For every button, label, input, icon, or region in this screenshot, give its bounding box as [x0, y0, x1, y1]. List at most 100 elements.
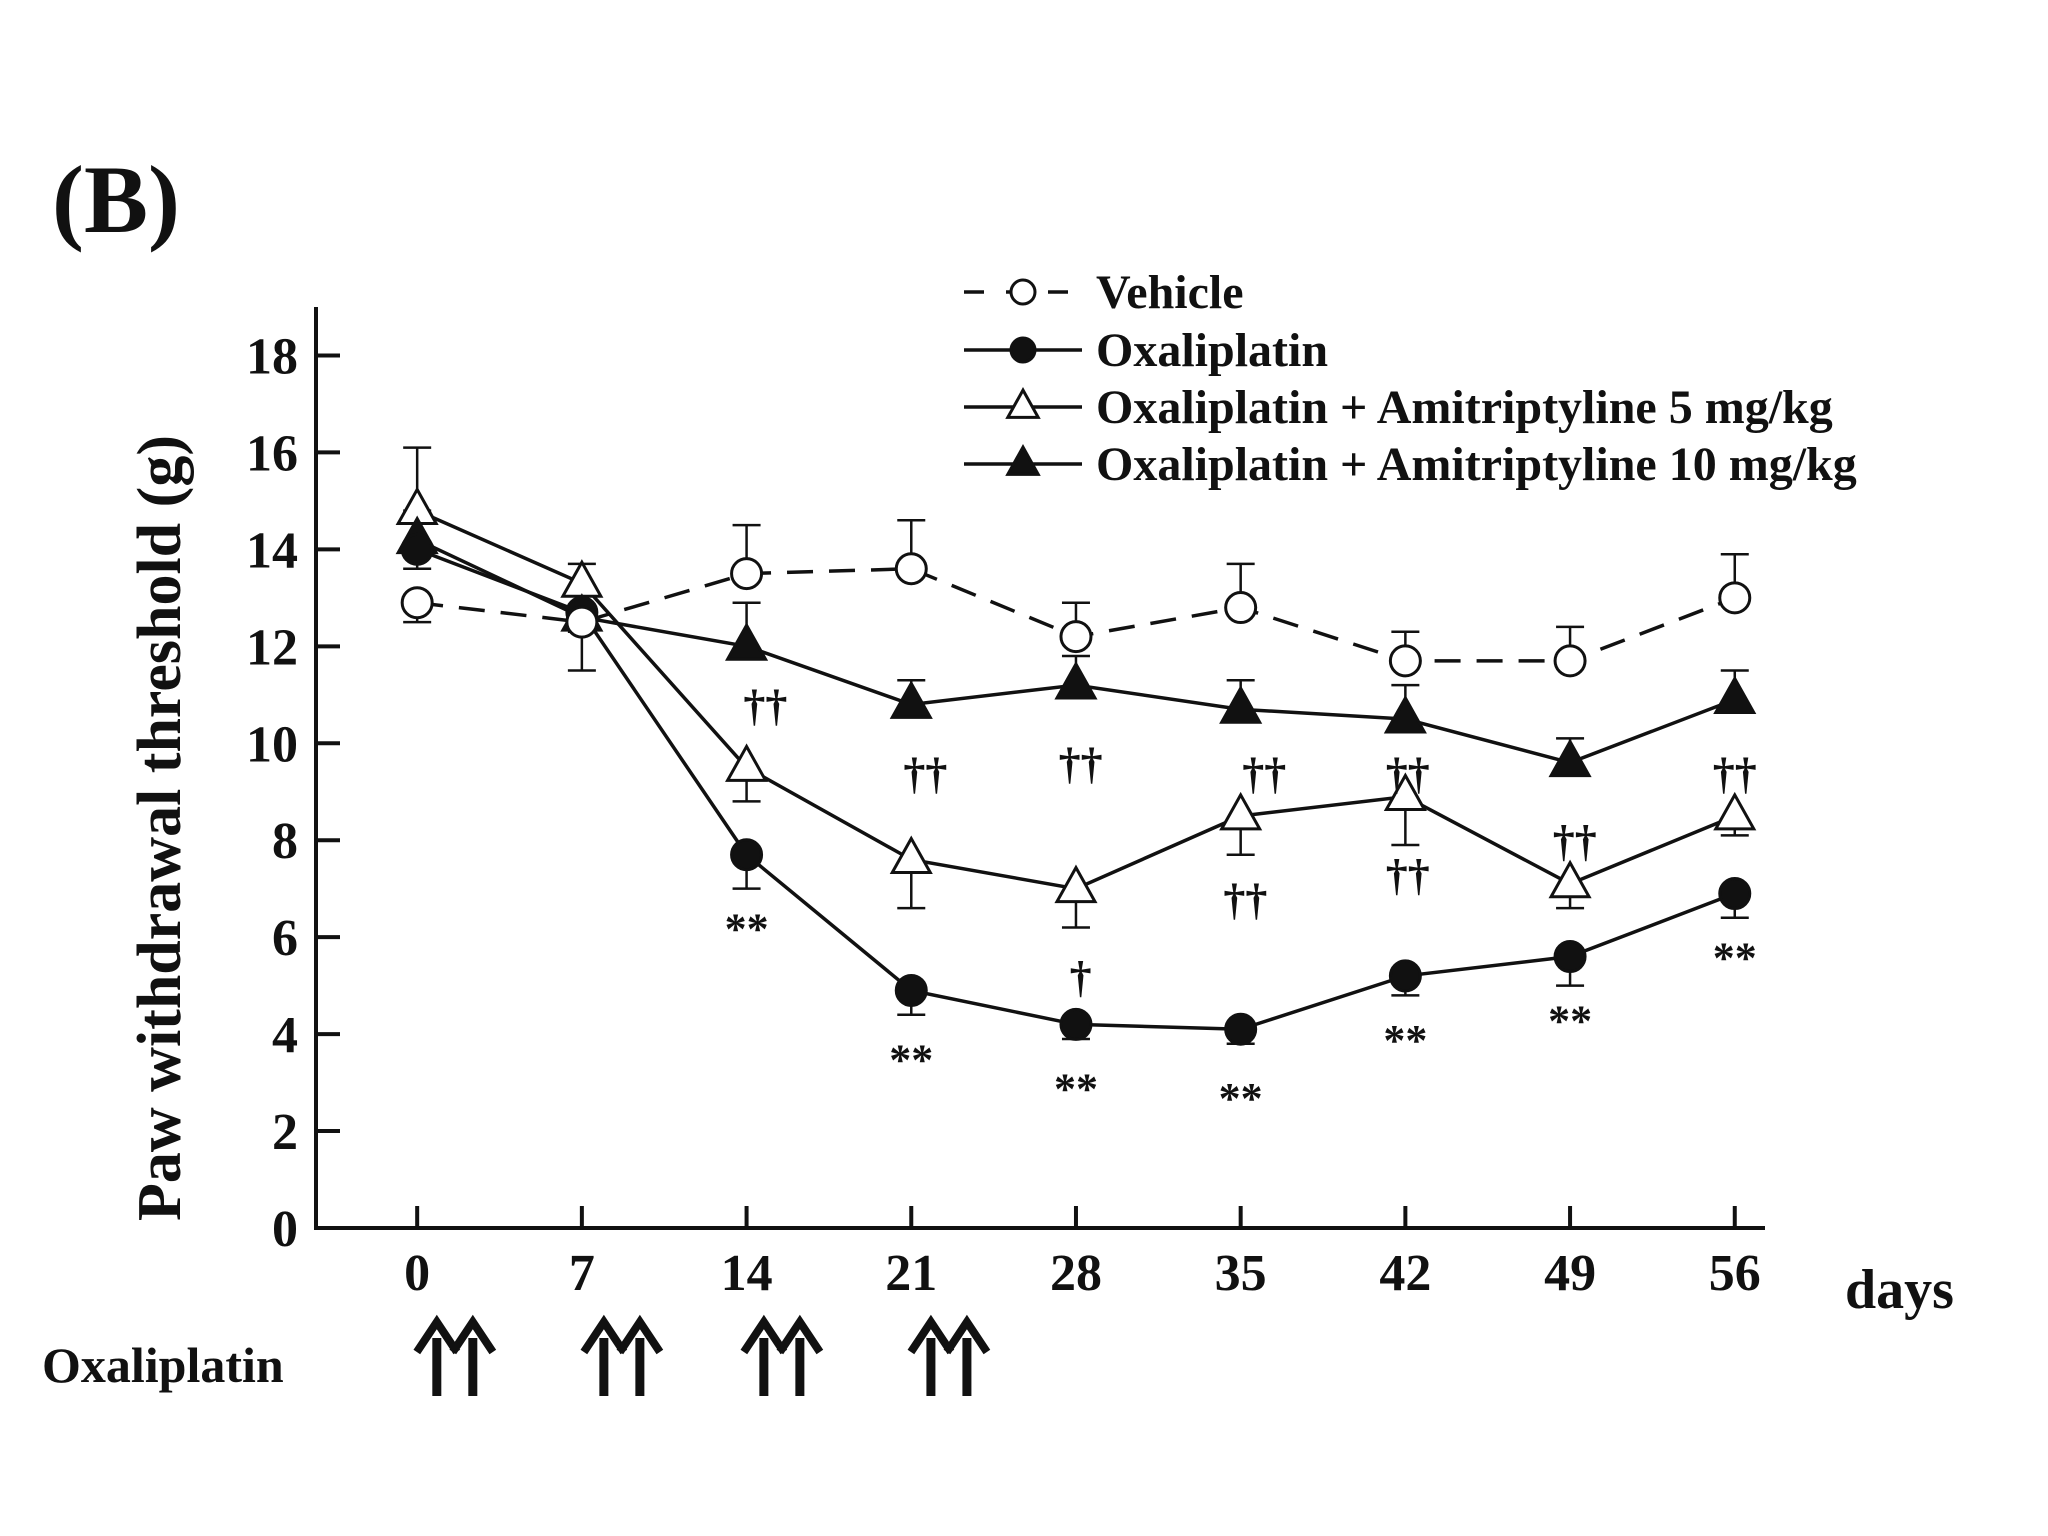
arrow-head: [776, 1314, 824, 1355]
significance-dagger: ††: [1242, 749, 1286, 798]
significance-dagger: ††: [1386, 851, 1430, 900]
x-tick-label: 7: [569, 1245, 595, 1302]
data-point: [1713, 791, 1757, 831]
data-point: [400, 532, 434, 566]
axes: 0 2 4 6 8 10 12 14 16 18 0 7 14 21 28 35 42 49 56: [246, 307, 1765, 1302]
significance-dagger: ††: [1386, 749, 1430, 798]
treatment-arrows: [413, 1314, 991, 1396]
data-point: [889, 680, 933, 719]
legend-entry: Oxaliplatin: [964, 324, 1328, 377]
legend-label: Oxaliplatin + Amitriptyline 10 mg/kg: [1096, 438, 1857, 491]
data-point: [1548, 859, 1592, 899]
significance-star: **: [1383, 1016, 1427, 1065]
x-tick-label: 28: [1050, 1245, 1102, 1302]
annotation-layer: ****** **** ****†††† †† †† †††††††† †††: [725, 681, 1757, 1123]
data-point: [894, 552, 928, 586]
data-point: [1219, 685, 1263, 724]
x-tick-label: 35: [1215, 1245, 1267, 1302]
series-markers-1: [400, 532, 1752, 1046]
y-tick-label: 8: [272, 813, 298, 870]
significance-dagger: ††: [1223, 875, 1267, 924]
data-point: [1059, 1007, 1093, 1041]
data-point: [1224, 1012, 1258, 1046]
y-tick-label: 6: [272, 910, 298, 967]
treatment-arrow: [616, 1314, 664, 1396]
significance-star: **: [1054, 1064, 1098, 1113]
data-point: [1383, 772, 1427, 812]
significance-dagger: ††: [903, 749, 947, 798]
data-point: [1718, 877, 1752, 911]
data-point: [1553, 940, 1587, 974]
data-point: [725, 622, 769, 661]
y-tick-label: 10: [246, 716, 298, 773]
treatment-arrow: [449, 1314, 497, 1396]
data-point: [1388, 959, 1422, 993]
legend-marker: [1009, 336, 1037, 364]
significance-star: **: [725, 904, 769, 953]
significance-dagger: ††: [743, 681, 787, 730]
data-point: [730, 838, 764, 872]
x-tick-label: 49: [1544, 1245, 1596, 1302]
legend-marker: [1009, 278, 1037, 306]
treatment-label: Oxaliplatin: [42, 1337, 284, 1393]
treatment-arrow: [943, 1314, 991, 1396]
series-line: [416, 508, 1736, 891]
arrow-head: [616, 1314, 664, 1355]
data-point: [889, 835, 933, 875]
legend-marker: [1005, 387, 1041, 419]
x-axis-label: days: [1845, 1259, 1954, 1321]
data-point: [1383, 694, 1427, 734]
y-tick-label: 4: [272, 1007, 298, 1064]
significance-dagger: ††: [1059, 740, 1103, 789]
data-point: [894, 973, 928, 1007]
x-tick-label: 0: [404, 1245, 430, 1302]
series-markers-0: [400, 552, 1752, 678]
legend-entry: Oxaliplatin + Amitriptyline 5 mg/kg: [964, 381, 1833, 434]
significance-star: **: [1548, 997, 1592, 1046]
series-layer: [395, 446, 1757, 1046]
legend-label: Vehicle: [1096, 266, 1244, 319]
legend-marker: [1005, 444, 1041, 476]
arrow-head: [449, 1314, 497, 1355]
arrow-head: [413, 1314, 461, 1355]
treatment-arrow: [776, 1314, 824, 1396]
y-axis-label: Paw withdrawal threshold (g): [126, 435, 194, 1221]
x-tick-label: 21: [885, 1245, 937, 1302]
significance-dagger: †: [1070, 953, 1092, 1002]
panel-label: (B): [52, 146, 180, 253]
legend-label: Oxaliplatin + Amitriptyline 5 mg/kg: [1096, 381, 1833, 434]
data-point: [1219, 791, 1263, 831]
arrow-head: [740, 1314, 788, 1355]
significance-star: **: [1713, 934, 1757, 983]
data-point: [1054, 864, 1098, 904]
data-point: [1718, 581, 1752, 615]
x-tick-label: 56: [1709, 1245, 1761, 1302]
significance-star: **: [1219, 1074, 1263, 1123]
data-point: [1059, 620, 1093, 654]
data-point: [1224, 591, 1258, 625]
y-tick-label: 16: [246, 425, 298, 482]
data-point: [1548, 738, 1592, 778]
data-point: [730, 557, 764, 591]
legend-label: Oxaliplatin: [1096, 324, 1328, 377]
data-point: [1054, 660, 1098, 700]
arrow-head: [580, 1314, 628, 1355]
treatment-arrow: [413, 1314, 461, 1396]
y-tick-label: 12: [246, 619, 298, 676]
data-point: [565, 605, 599, 639]
treatment-arrow: [907, 1314, 955, 1396]
significance-star: **: [889, 1035, 933, 1084]
treatment-arrow: [580, 1314, 628, 1396]
arrow-head: [943, 1314, 991, 1355]
legend-entry: Vehicle: [964, 266, 1244, 319]
y-tick-label: 0: [272, 1201, 298, 1258]
data-point: [725, 743, 769, 782]
y-tick-label: 18: [246, 328, 298, 385]
y-tick-label: 14: [246, 522, 298, 579]
significance-dagger: ††: [1553, 817, 1597, 866]
data-point: [1713, 675, 1757, 715]
y-tick-label: 2: [272, 1104, 298, 1161]
data-point: [1553, 644, 1587, 678]
